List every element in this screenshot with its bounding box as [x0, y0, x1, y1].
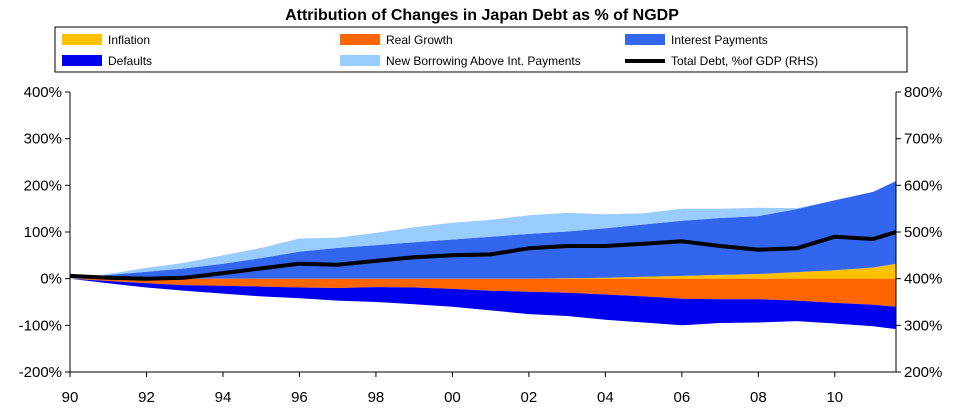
area-inflation	[70, 263, 896, 279]
y-tick-label-right: 700%	[904, 131, 942, 148]
legend-label: Inflation	[108, 33, 150, 47]
y-tick-label-left: 0%	[40, 271, 62, 288]
x-tick-label: 96	[291, 389, 308, 406]
y-tick-label-right: 600%	[904, 177, 942, 194]
y-tick-label-left: -200%	[19, 364, 62, 381]
axes: 400% 300% 200% 100% 0% -100% -200% 800% 700% 600%…	[19, 84, 943, 406]
legend-item-total-debt-of-gdp-rhs: Total Debt, %of GDP (RHS)	[625, 54, 818, 68]
y-tick-label-right: 200%	[904, 364, 942, 381]
legend-label: New Borrowing Above Int. Payments	[386, 54, 581, 68]
y-tick-label-left: 100%	[24, 224, 62, 241]
x-tick-label: 08	[750, 389, 767, 406]
legend-label: Total Debt, %of GDP (RHS)	[671, 54, 818, 68]
x-tick-label: 98	[368, 389, 385, 406]
area-new-borrowing-above-int-payments	[70, 181, 896, 279]
plot-area	[69, 181, 897, 330]
chart-title: Attribution of Changes in Japan Debt as …	[285, 7, 679, 24]
y-tick-label-right: 300%	[904, 317, 942, 334]
x-tick-label: 06	[674, 389, 691, 406]
legend-swatch	[340, 55, 380, 66]
legend-item-inflation: Inflation	[62, 33, 150, 47]
x-tick-label: 10	[826, 389, 843, 406]
area-interest-payments	[70, 181, 896, 279]
legend: Inflation Real Growth Interest Payments Def…	[54, 26, 908, 73]
legend-swatch	[625, 34, 665, 45]
x-tick-label: 04	[597, 389, 614, 406]
y-tick-label-left: 300%	[24, 131, 62, 148]
y-tick-label-right: 400%	[904, 271, 942, 288]
y-tick-label-left: -100%	[19, 317, 62, 334]
y-tick-label-left: 400%	[24, 84, 62, 101]
legend-label: Defaults	[108, 54, 152, 68]
x-tick-label: 02	[521, 389, 538, 406]
legend-item-defaults: Defaults	[62, 54, 152, 68]
legend-box	[54, 26, 908, 73]
legend-label: Real Growth	[386, 33, 453, 47]
legend-item-interest-payments: Interest Payments	[625, 33, 768, 47]
legend-swatch	[62, 34, 102, 45]
legend-item-new-borrowing-above-int-payments: New Borrowing Above Int. Payments	[340, 54, 581, 68]
y-tick-label-right: 800%	[904, 84, 942, 101]
x-tick-label: 00	[444, 389, 461, 406]
legend-label: Interest Payments	[671, 33, 768, 47]
x-tick-label: 90	[62, 389, 79, 406]
area-real-growth	[70, 278, 896, 307]
x-tick-label: 94	[215, 389, 232, 406]
y-tick-label-left: 200%	[24, 177, 62, 194]
legend-swatch	[340, 34, 380, 45]
legend-item-real-growth: Real Growth	[340, 33, 453, 47]
x-tick-label: 92	[138, 389, 155, 406]
y-tick-label-right: 500%	[904, 224, 942, 241]
legend-swatch	[62, 55, 102, 66]
line-total-debt	[69, 230, 897, 281]
area-defaults	[70, 278, 896, 330]
